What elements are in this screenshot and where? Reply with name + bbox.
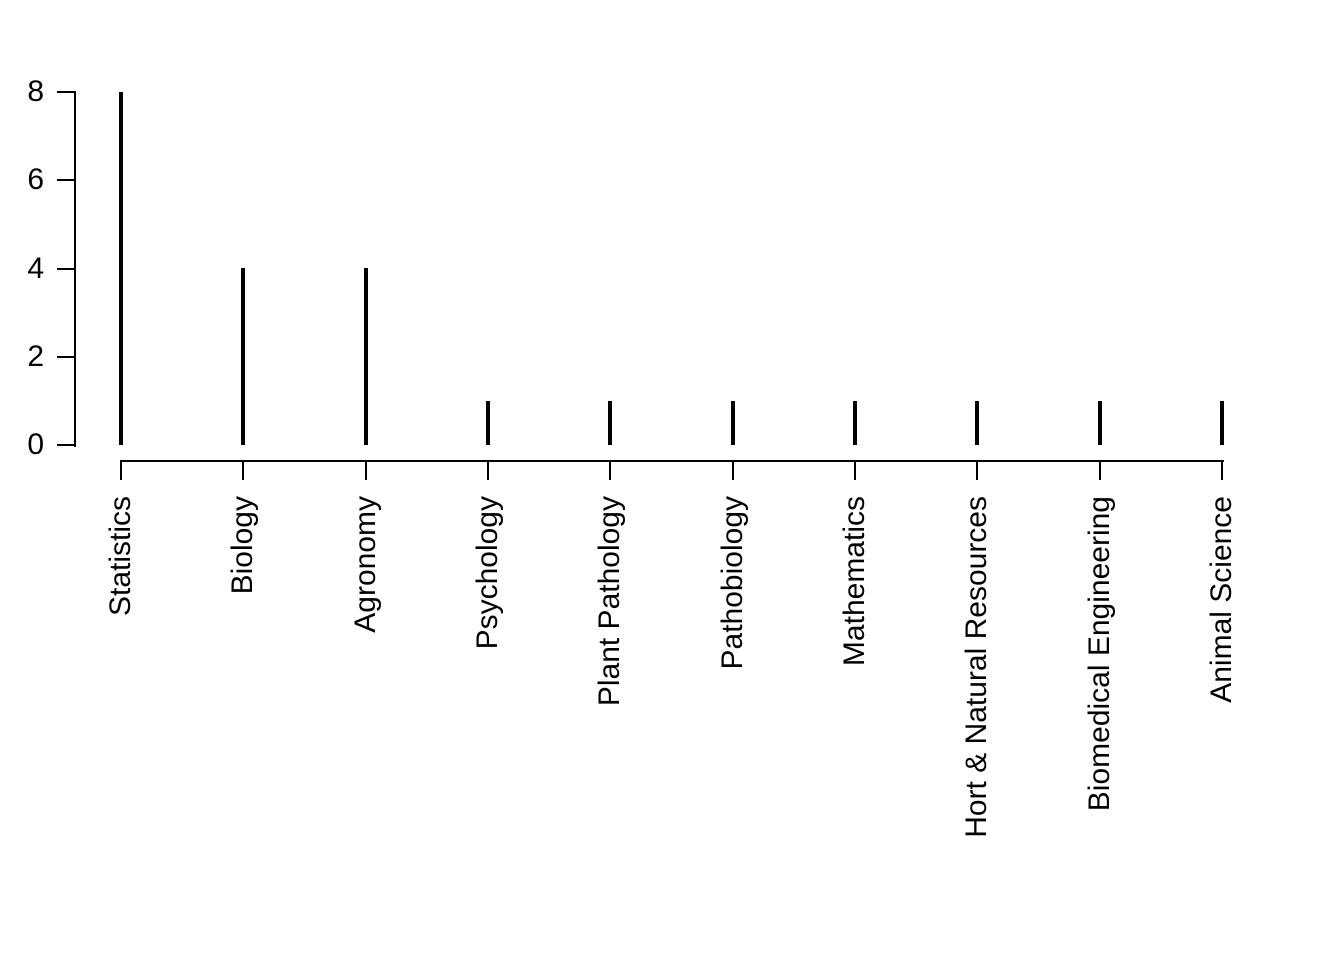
y-tick-label: 2	[27, 340, 44, 373]
spike-animal-science	[1220, 401, 1224, 445]
x-tick-mark	[609, 460, 611, 480]
spike-plant-pathology	[608, 401, 612, 445]
y-tick-label: 0	[27, 428, 44, 461]
spike-agronomy	[364, 268, 368, 445]
x-tick-mark	[854, 460, 856, 480]
spike-biology	[241, 268, 245, 445]
spike-statistics	[119, 92, 123, 445]
x-tick-mark	[120, 460, 122, 480]
y-tick-mark	[57, 444, 75, 446]
y-tick-label: 4	[27, 252, 44, 285]
x-category-label: Biology	[226, 496, 259, 595]
x-category-label: Plant Pathology	[593, 496, 626, 707]
x-tick-mark	[365, 460, 367, 480]
y-tick-mark	[57, 179, 75, 181]
x-tick-mark	[487, 460, 489, 480]
x-axis-line	[120, 460, 1224, 462]
y-tick-mark	[57, 356, 75, 358]
y-axis-line	[74, 91, 76, 447]
spike-mathematics	[853, 401, 857, 445]
x-category-label: Agronomy	[349, 496, 382, 633]
x-category-label: Biomedical Engineering	[1083, 496, 1116, 812]
spike-biomedical-engineering	[1098, 401, 1102, 445]
x-tick-mark	[1099, 460, 1101, 480]
x-tick-mark	[242, 460, 244, 480]
x-category-label: Psychology	[471, 496, 504, 650]
y-tick-mark	[57, 91, 75, 93]
spike-psychology	[486, 401, 490, 445]
x-tick-mark	[732, 460, 734, 480]
x-category-label: Pathobiology	[716, 496, 749, 670]
spike-hort-natural-resources	[975, 401, 979, 445]
y-tick-label: 8	[27, 75, 44, 108]
x-category-label: Hort & Natural Resources	[960, 496, 993, 838]
x-category-label: Animal Science	[1205, 496, 1238, 703]
x-category-label: Mathematics	[838, 496, 871, 667]
x-category-label: Statistics	[104, 496, 137, 617]
y-tick-label: 6	[27, 163, 44, 196]
x-tick-mark	[1221, 460, 1223, 480]
y-tick-mark	[57, 268, 75, 270]
x-tick-mark	[976, 460, 978, 480]
spike-pathobiology	[731, 401, 735, 445]
